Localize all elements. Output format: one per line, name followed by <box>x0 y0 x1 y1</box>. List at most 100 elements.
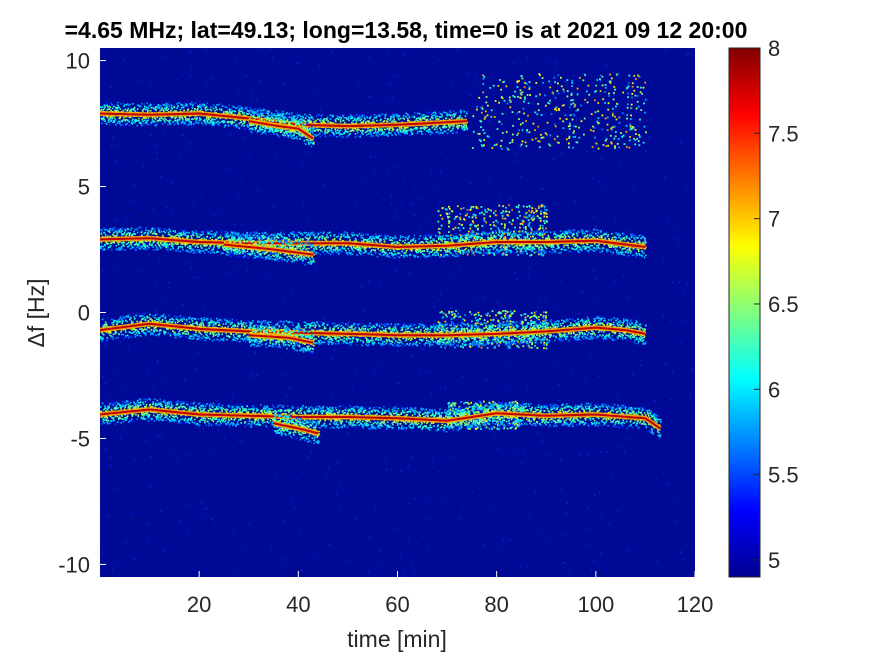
cluster-point <box>450 324 452 327</box>
cluster-point <box>451 311 454 314</box>
noise-speck <box>649 164 651 166</box>
noise-speck <box>358 479 360 481</box>
trace-point <box>190 122 192 124</box>
cluster-point <box>543 212 546 215</box>
noise-speck <box>148 385 150 388</box>
trace-point <box>251 116 254 118</box>
noise-speck <box>602 491 604 493</box>
trace-point <box>184 121 187 123</box>
noise-speck <box>104 344 107 346</box>
cluster-point <box>476 322 479 325</box>
trace-point <box>113 117 116 120</box>
trace-point <box>239 108 241 110</box>
trace-point <box>154 108 157 110</box>
noise-speck <box>307 217 310 220</box>
noise-speck <box>394 353 397 356</box>
noise-speck <box>513 160 516 163</box>
trace-point <box>267 116 270 119</box>
noise-speck <box>247 175 250 177</box>
noise-speck <box>594 494 596 496</box>
trace-point <box>188 123 190 126</box>
trace-point <box>219 108 221 111</box>
trace-point <box>179 102 182 105</box>
cluster-point <box>500 88 502 91</box>
cluster-point <box>528 88 531 90</box>
trace-point <box>116 107 119 109</box>
trace-point <box>388 128 391 131</box>
noise-speck <box>177 220 179 222</box>
noise-speck <box>446 158 449 161</box>
noise-speck <box>198 427 201 429</box>
trace-point <box>315 119 317 122</box>
noise-speck <box>593 560 595 562</box>
cluster-point <box>538 246 541 249</box>
trace-point <box>315 128 317 131</box>
trace-point <box>205 109 207 112</box>
noise-speck <box>397 350 399 352</box>
cluster-point <box>487 419 490 422</box>
cluster-point <box>448 208 451 210</box>
trace-point <box>404 133 407 135</box>
cluster-point <box>526 252 528 255</box>
cluster-point <box>595 90 597 92</box>
trace-point <box>339 121 342 123</box>
noise-speck <box>546 454 548 457</box>
trace-point <box>334 119 336 121</box>
trace-point <box>413 116 416 119</box>
trace-point <box>374 131 377 134</box>
noise-speck <box>300 101 302 104</box>
noise-speck <box>306 364 309 367</box>
cluster-point <box>469 311 471 313</box>
cluster-point <box>513 230 515 233</box>
trace-point <box>204 122 207 124</box>
trace-point <box>364 118 366 120</box>
trace-point <box>226 124 228 126</box>
noise-speck <box>405 526 408 529</box>
noise-speck <box>202 364 205 367</box>
noise-speck <box>686 53 688 56</box>
noise-speck <box>205 148 207 151</box>
noise-speck <box>473 297 476 300</box>
noise-speck <box>392 169 395 172</box>
noise-speck <box>521 456 524 458</box>
noise-speck <box>348 320 351 323</box>
noise-speck <box>283 520 286 523</box>
cluster-point <box>535 340 537 342</box>
cluster-point <box>628 81 630 84</box>
trace-point <box>123 105 125 107</box>
cluster-point <box>442 207 444 209</box>
noise-speck <box>376 358 378 360</box>
trace-point <box>139 122 142 124</box>
cluster-point <box>483 232 486 235</box>
noise-speck <box>153 234 155 237</box>
trace-point <box>125 119 128 121</box>
cluster-point <box>526 216 529 219</box>
trace-point <box>160 119 162 122</box>
noise-speck <box>100 305 102 308</box>
noise-speck <box>434 320 437 323</box>
cluster-point <box>636 138 638 140</box>
trace-point <box>138 117 140 120</box>
noise-speck <box>527 565 529 568</box>
cluster-point <box>553 138 556 141</box>
noise-speck <box>688 52 690 55</box>
noise-speck <box>334 349 336 351</box>
noise-speck <box>686 369 688 372</box>
trace-point <box>185 117 187 120</box>
noise-speck <box>362 95 365 97</box>
cluster-point <box>533 217 536 220</box>
trace-point <box>389 119 391 122</box>
trace-point <box>235 119 238 121</box>
noise-speck <box>398 504 401 506</box>
noise-speck <box>234 347 237 349</box>
cluster-point <box>476 246 478 249</box>
noise-speck <box>202 428 205 430</box>
cluster-point <box>524 231 527 233</box>
trace-point <box>230 123 233 125</box>
trace-point <box>160 105 162 107</box>
cluster-point <box>495 214 498 217</box>
cluster-point <box>527 337 530 340</box>
cluster-point <box>475 319 478 322</box>
cluster-point <box>455 325 458 328</box>
cluster-point <box>443 339 446 341</box>
